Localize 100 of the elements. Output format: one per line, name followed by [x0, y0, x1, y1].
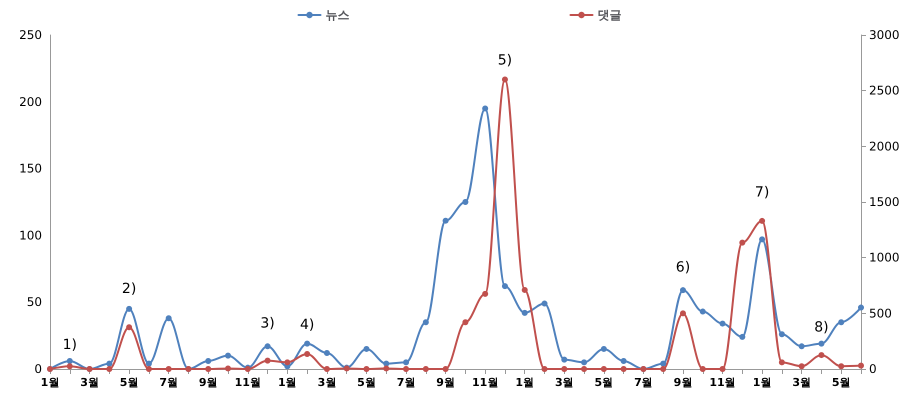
point	[700, 366, 706, 372]
point	[264, 343, 271, 350]
point	[304, 350, 310, 357]
point	[660, 366, 666, 372]
point	[600, 346, 607, 352]
y-tick-label: 150	[19, 162, 42, 176]
annotation: 1)	[62, 336, 77, 353]
point	[166, 315, 172, 322]
x-tick-label: 5월	[357, 376, 376, 389]
y-tick-label: 50	[26, 295, 42, 310]
point	[680, 287, 686, 294]
point	[818, 352, 824, 358]
point	[225, 352, 232, 359]
point	[205, 366, 212, 372]
point	[600, 366, 607, 372]
point	[225, 365, 232, 372]
point	[403, 359, 410, 366]
point	[482, 105, 488, 112]
point	[720, 366, 726, 372]
y-tick-label: 100	[19, 228, 42, 242]
point	[106, 366, 112, 372]
x-tick-label: 3월	[554, 376, 574, 389]
point	[422, 319, 429, 326]
point	[858, 362, 864, 369]
x-tick-label: 9월	[674, 376, 692, 389]
point	[700, 308, 706, 315]
y2-tick-label: 2000	[869, 139, 900, 154]
point	[442, 218, 449, 224]
point	[858, 304, 864, 311]
annotation: 7)	[754, 184, 770, 201]
point	[838, 319, 844, 326]
point	[403, 366, 410, 372]
y2-tick-label: 500	[869, 306, 892, 320]
x-tick-label: 7월	[634, 376, 653, 389]
legend-label: 댓글	[598, 8, 622, 22]
x-tick-label: 9월	[198, 376, 218, 389]
point	[542, 300, 548, 307]
x-tick-label: 7월	[159, 376, 178, 389]
legend-label: 뉴스	[326, 8, 350, 22]
point	[581, 366, 588, 372]
x-tick-label: 3월	[318, 376, 336, 389]
x-tick-label: 1월	[515, 376, 534, 389]
annotation: 2)	[122, 280, 136, 297]
point	[798, 343, 805, 350]
point	[106, 360, 112, 367]
x-tick-label: 1월	[278, 376, 297, 389]
y2-tick-label: 1500	[869, 195, 900, 209]
point	[482, 290, 488, 297]
point	[363, 346, 370, 352]
point	[502, 76, 508, 83]
point	[383, 365, 390, 372]
point	[739, 334, 746, 340]
point	[304, 340, 310, 347]
x-tick-label: 9월	[436, 376, 455, 389]
point	[838, 363, 844, 370]
point	[66, 363, 73, 370]
point	[126, 324, 132, 330]
point	[502, 283, 508, 290]
x-tick-label: 3월	[80, 376, 99, 389]
point	[146, 360, 152, 367]
annotation: 6)	[676, 259, 690, 276]
point	[680, 310, 686, 316]
point	[126, 306, 132, 312]
point	[581, 359, 588, 366]
point	[522, 286, 528, 293]
point	[818, 340, 824, 347]
x-tick-label: 11월	[709, 376, 736, 389]
y2-tick-label: 2500	[869, 84, 900, 98]
y-tick-label: 200	[19, 94, 42, 109]
point	[324, 366, 330, 372]
x-tick-label: 7월	[396, 376, 416, 389]
point	[522, 310, 528, 316]
point	[720, 320, 726, 327]
point	[284, 359, 290, 366]
annotation: 8)	[814, 320, 829, 336]
annotation: 5)	[498, 52, 512, 68]
point	[739, 240, 746, 246]
point	[442, 366, 449, 372]
x-tick-label: 11월	[472, 376, 498, 389]
x-tick-label: 5월	[120, 376, 138, 389]
annotation: 4)	[300, 316, 314, 333]
y2-tick-label: 0	[869, 362, 877, 376]
point	[759, 218, 766, 224]
point	[166, 366, 172, 372]
x-tick-label: 5월	[594, 376, 614, 389]
y-tick-label: 250	[19, 28, 42, 42]
point	[660, 360, 666, 367]
x-tick-label: 11월	[234, 376, 261, 389]
point	[542, 366, 548, 372]
point	[363, 366, 370, 372]
point	[205, 358, 212, 364]
y2-tick-label: 1000	[869, 250, 900, 265]
point	[462, 319, 468, 326]
point	[561, 366, 568, 372]
point	[798, 363, 805, 370]
point	[759, 236, 766, 242]
point	[422, 366, 429, 372]
point	[462, 199, 468, 205]
point	[561, 356, 568, 363]
point	[778, 331, 785, 338]
